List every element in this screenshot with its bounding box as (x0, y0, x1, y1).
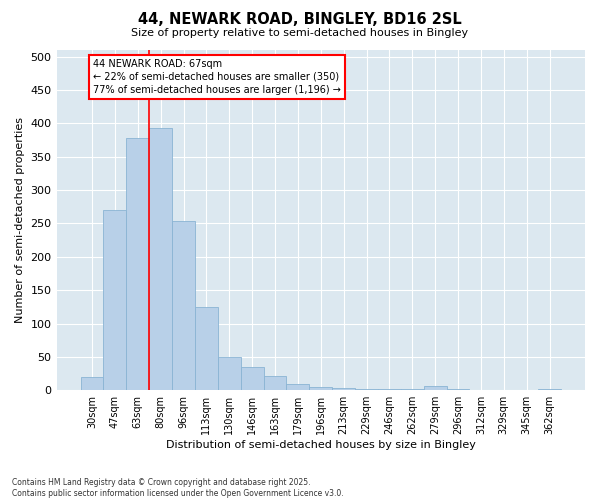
Bar (355, 389, 378, 390)
Text: Contains HM Land Registry data © Crown copyright and database right 2025.
Contai: Contains HM Land Registry data © Crown c… (12, 478, 344, 498)
Bar (538, 389, 561, 390)
Bar (446, 389, 469, 390)
Text: Size of property relative to semi-detached houses in Bingley: Size of property relative to semi-detach… (131, 28, 469, 38)
Bar (310, 387, 332, 390)
Bar (149, 128, 172, 390)
Bar (241, 367, 263, 390)
Bar (378, 389, 401, 390)
Bar (401, 389, 424, 390)
Bar (80, 377, 103, 390)
Bar (218, 357, 241, 390)
Bar (172, 222, 195, 390)
Bar (195, 307, 218, 390)
Y-axis label: Number of semi-detached properties: Number of semi-detached properties (15, 117, 25, 323)
Text: 44 NEWARK ROAD: 67sqm
← 22% of semi-detached houses are smaller (350)
77% of sem: 44 NEWARK ROAD: 67sqm ← 22% of semi-deta… (93, 58, 341, 95)
X-axis label: Distribution of semi-detached houses by size in Bingley: Distribution of semi-detached houses by … (166, 440, 476, 450)
Bar (263, 376, 286, 390)
Bar (332, 388, 355, 390)
Text: 44, NEWARK ROAD, BINGLEY, BD16 2SL: 44, NEWARK ROAD, BINGLEY, BD16 2SL (138, 12, 462, 28)
Bar (103, 210, 127, 390)
Bar (286, 384, 310, 390)
Bar (424, 386, 446, 390)
Bar (127, 138, 149, 390)
